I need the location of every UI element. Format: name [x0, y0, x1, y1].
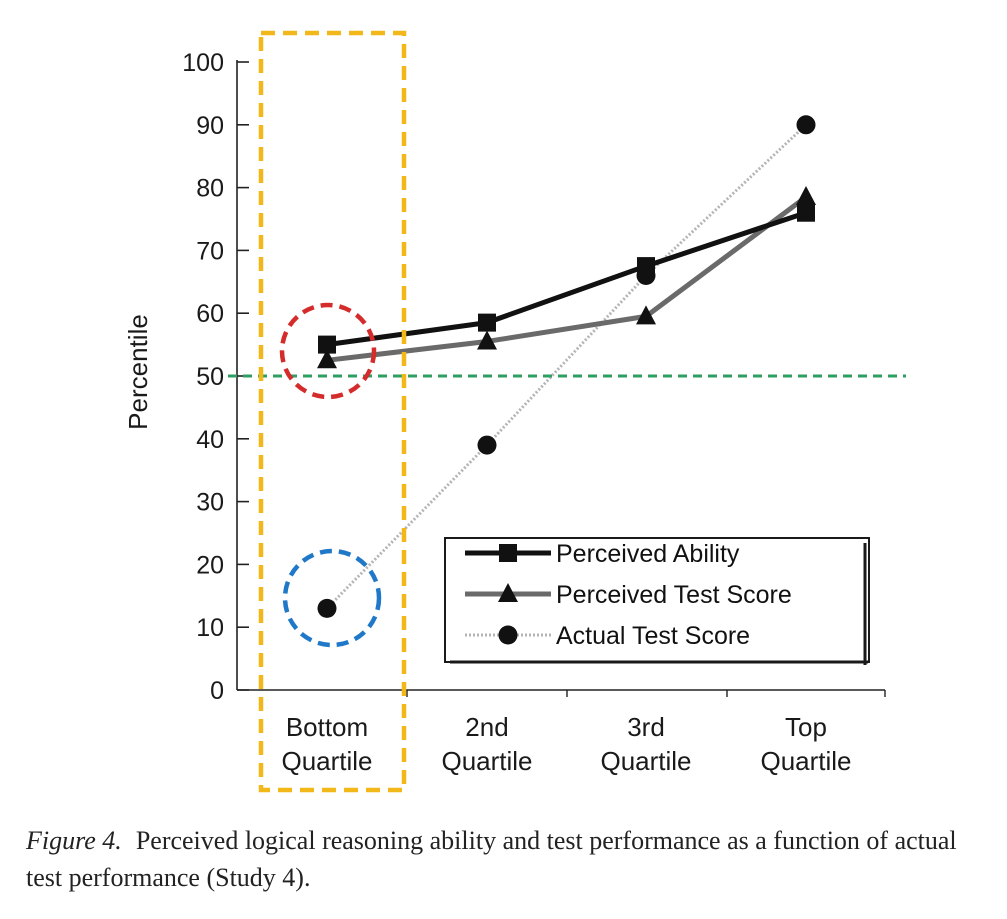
y-tick-label: 20 — [196, 551, 224, 579]
perceived-bottom-circle — [279, 302, 377, 400]
data-point-triangle — [317, 349, 337, 369]
caption-text: Perceived logical reasoning ability and … — [26, 826, 957, 892]
x-category-label: Quartile — [760, 746, 851, 776]
legend-label: Perceived Test Score — [556, 581, 792, 609]
data-point-square — [637, 257, 655, 276]
y-tick-label: 50 — [196, 363, 224, 391]
y-tick-label: 70 — [196, 237, 224, 265]
y-tick-label: 10 — [196, 614, 224, 642]
x-category-label: 2nd — [465, 712, 508, 742]
bottom-quartile-highlight-box — [258, 30, 407, 793]
data-point-square — [318, 335, 336, 354]
x-category-label: Top — [785, 712, 827, 742]
series-line-perceived-ability — [326, 210, 807, 348]
y-tick-label: 100 — [182, 49, 224, 77]
series-layer — [317, 115, 816, 618]
legend-label: Perceived Ability — [556, 540, 740, 568]
chart: 0 10 20 30 40 50 60 70 80 90 100 Bottom Quartile 2nd Q… — [123, 30, 906, 793]
data-point-circle — [317, 598, 337, 618]
data-point-square — [797, 203, 815, 222]
x-category-label: Bottom — [286, 712, 368, 742]
series-line-actual-test-score — [325, 123, 808, 610]
legend: Perceived Ability Perceived Test Score Act… — [444, 537, 870, 665]
actual-bottom-circle — [282, 548, 382, 648]
y-axis-title: Percentile — [123, 314, 153, 430]
data-point-triangle — [636, 305, 656, 325]
data-point-circle — [477, 435, 497, 455]
annotations — [228, 30, 906, 793]
data-point-square — [499, 544, 517, 562]
axes: 0 10 20 30 40 50 60 70 80 90 100 Bottom Quartile 2nd Q… — [182, 49, 886, 776]
data-point-triangle — [477, 330, 497, 350]
y-tick-label: 40 — [196, 426, 224, 454]
y-tick-label: 30 — [196, 489, 224, 517]
x-category-label: Quartile — [600, 746, 691, 776]
data-point-circle — [796, 115, 816, 135]
series-line-perceived-test-score — [326, 195, 808, 363]
y-tick-label: 0 — [210, 677, 224, 705]
data-point-triangle — [498, 583, 518, 602]
figure-caption: Figure 4. Perceived logical reasoning abi… — [26, 822, 991, 896]
caption-label: Figure 4. — [26, 826, 122, 855]
data-point-square — [478, 313, 496, 332]
y-tick-label: 90 — [196, 112, 224, 140]
data-point-circle — [498, 625, 518, 645]
x-category-label: Quartile — [441, 746, 532, 776]
legend-label: Actual Test Score — [556, 622, 750, 650]
x-category-label: Quartile — [281, 746, 372, 776]
data-point-triangle — [796, 186, 816, 206]
y-tick-label: 80 — [196, 175, 224, 203]
x-category-label: 3rd — [627, 712, 665, 742]
y-tick-label: 60 — [196, 300, 224, 328]
